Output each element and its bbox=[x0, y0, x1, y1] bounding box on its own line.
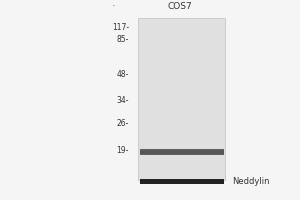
Text: 117-: 117- bbox=[112, 23, 129, 32]
Text: ·: · bbox=[112, 1, 116, 11]
Bar bbox=[140, 179, 224, 184]
Bar bbox=[140, 149, 224, 155]
Bar bbox=[140, 151, 224, 154]
Text: COS7: COS7 bbox=[168, 2, 192, 11]
Bar bbox=[140, 150, 224, 154]
Text: 19-: 19- bbox=[117, 146, 129, 155]
Bar bbox=[140, 151, 224, 153]
Bar bbox=[138, 18, 225, 180]
Text: Neddylin: Neddylin bbox=[232, 177, 270, 186]
Text: 26-: 26- bbox=[117, 119, 129, 128]
Text: 34-: 34- bbox=[116, 96, 129, 105]
Text: 85-: 85- bbox=[117, 35, 129, 44]
Text: 48-: 48- bbox=[117, 70, 129, 79]
Bar bbox=[140, 149, 224, 155]
